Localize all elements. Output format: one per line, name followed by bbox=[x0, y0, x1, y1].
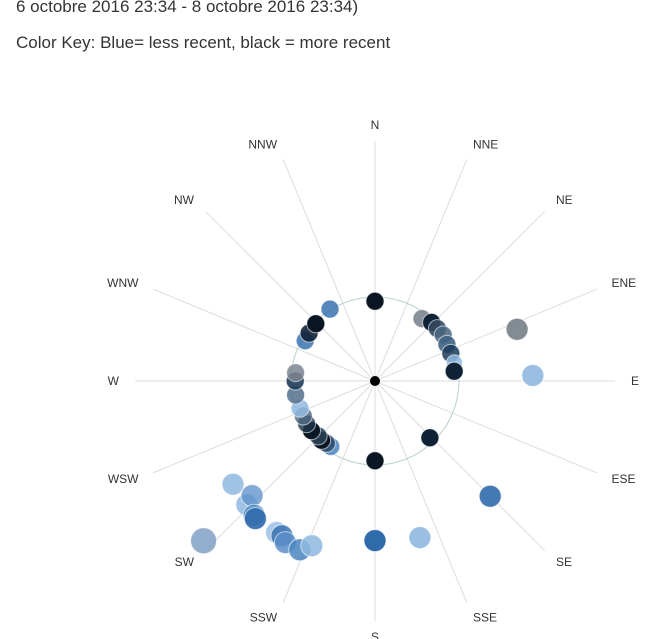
direction-label-se: SE bbox=[556, 555, 572, 569]
data-point-41 bbox=[190, 527, 218, 555]
direction-label-nnw: NNW bbox=[248, 137, 277, 151]
spoke-ssw bbox=[282, 380, 376, 603]
spoke-sse bbox=[374, 380, 468, 603]
spoke-ese bbox=[374, 380, 597, 474]
spoke-sw bbox=[204, 380, 376, 552]
data-point-11 bbox=[420, 428, 440, 448]
direction-label-wsw: WSW bbox=[108, 472, 139, 486]
direction-label-w: W bbox=[108, 374, 120, 388]
data-point-10 bbox=[521, 364, 545, 387]
direction-label-n: N bbox=[371, 118, 380, 132]
direction-label-ene: ENE bbox=[612, 276, 637, 290]
direction-spokes bbox=[135, 141, 615, 621]
data-point-39 bbox=[300, 534, 324, 558]
direction-label-ne: NE bbox=[556, 193, 573, 207]
direction-label-nw: NW bbox=[174, 193, 195, 207]
spoke-nne bbox=[374, 159, 468, 382]
spoke-nw bbox=[204, 210, 376, 382]
spoke-ene bbox=[374, 288, 597, 382]
direction-label-ssw: SSW bbox=[250, 611, 278, 625]
data-point-29 bbox=[306, 314, 326, 334]
spoke-wnw bbox=[153, 288, 376, 382]
direction-label-ese: ESE bbox=[612, 472, 636, 486]
data-point-9 bbox=[505, 317, 529, 341]
data-point-13 bbox=[365, 451, 385, 471]
direction-label-sw: SW bbox=[175, 555, 195, 569]
chart-title-date-range: 6 octobre 2016 23:34 - 8 octobre 2016 23… bbox=[16, 0, 359, 16]
spoke-ne bbox=[374, 210, 546, 382]
data-point-14 bbox=[363, 529, 387, 553]
data-point-0 bbox=[365, 291, 385, 311]
chart-subtitle-color-key: Color Key: Blue= less recent, black = mo… bbox=[16, 33, 391, 52]
data-point-26 bbox=[286, 363, 306, 383]
direction-label-e: E bbox=[631, 374, 639, 388]
data-point-30 bbox=[320, 299, 340, 319]
spoke-nnw bbox=[282, 159, 376, 382]
direction-label-sse: SSE bbox=[473, 611, 497, 625]
direction-label-nne: NNE bbox=[473, 137, 498, 151]
data-point-12 bbox=[478, 484, 502, 508]
direction-labels: N NNE NE ENE E ESE SE SSE S SSW SW WSW W WNW NW NNW bbox=[107, 118, 639, 639]
spoke-wsw bbox=[153, 380, 376, 474]
spoke-se bbox=[374, 380, 546, 552]
data-point-34 bbox=[243, 507, 267, 531]
data-point-8 bbox=[444, 361, 464, 381]
data-point-40 bbox=[221, 472, 245, 496]
data-point-15 bbox=[408, 526, 432, 550]
data-points bbox=[190, 291, 545, 562]
direction-label-s: S bbox=[371, 630, 379, 639]
data-point-32 bbox=[240, 484, 264, 508]
center-dot bbox=[370, 376, 380, 386]
direction-label-wnw: WNW bbox=[107, 276, 139, 290]
